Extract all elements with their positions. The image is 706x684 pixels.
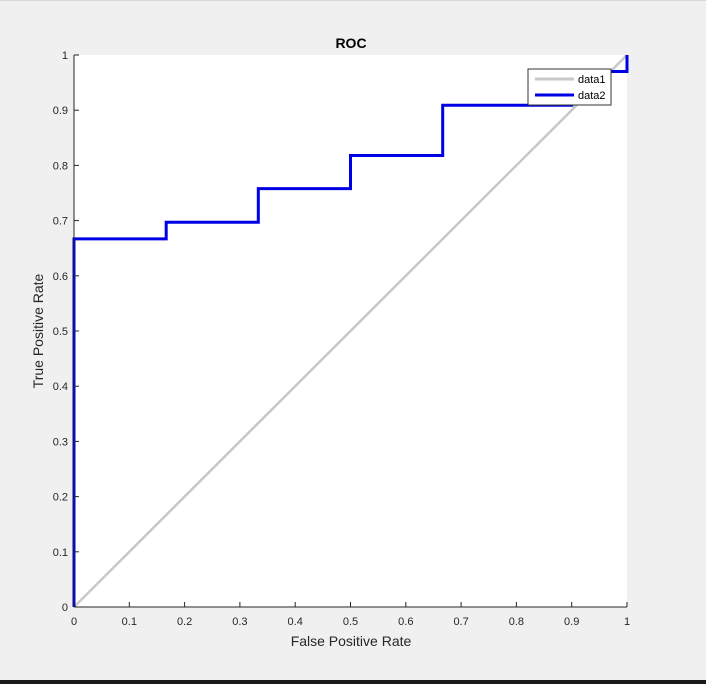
- legend-label-data1: data1: [578, 74, 606, 86]
- y-tick-label: 0.5: [53, 326, 68, 338]
- window-bottom-edge: [0, 680, 706, 684]
- x-tick-label: 0: [71, 616, 77, 628]
- x-tick-label: 0.7: [453, 616, 468, 628]
- legend-label-data2: data2: [578, 90, 606, 102]
- x-tick-label: 0.2: [177, 616, 192, 628]
- legend[interactable]: data1 data2: [527, 68, 612, 106]
- x-tick-label: 0.3: [232, 616, 247, 628]
- y-axis-label: True Positive Rate: [30, 273, 46, 388]
- x-tick-label: 0.6: [398, 616, 413, 628]
- y-tick-label: 1: [62, 50, 68, 62]
- x-tick-label: 0.1: [122, 616, 137, 628]
- x-tick-label: 0.4: [288, 616, 303, 628]
- series-line-data1: [73, 54, 628, 608]
- ticks-layer: 0 0.1 0.2 0.3 0.4 0.5 0.6 0.7 0.8 0.9 1 0 0.1 0.2 0.3 0…: [53, 50, 630, 628]
- x-tick-label: 0.9: [564, 616, 579, 628]
- x-tick-label: 1: [624, 616, 630, 628]
- y-tick-label: 0.4: [53, 381, 68, 393]
- y-tick-label: 0.2: [53, 492, 68, 504]
- chart-title: ROC: [335, 35, 366, 51]
- y-tick-label: 0.1: [53, 547, 68, 559]
- y-tick-label: 0.3: [53, 436, 68, 448]
- y-tick-label: 0.6: [53, 271, 68, 283]
- y-tick-label: 0: [62, 602, 68, 614]
- y-tick-label: 0.7: [53, 216, 68, 228]
- x-tick-label: 0.5: [343, 616, 358, 628]
- y-tick-label: 0.9: [53, 105, 68, 117]
- legend-box: [527, 68, 612, 106]
- y-tick-label: 0.8: [53, 160, 68, 172]
- x-axis-label: False Positive Rate: [291, 633, 412, 649]
- x-tick-label: 0.8: [509, 616, 524, 628]
